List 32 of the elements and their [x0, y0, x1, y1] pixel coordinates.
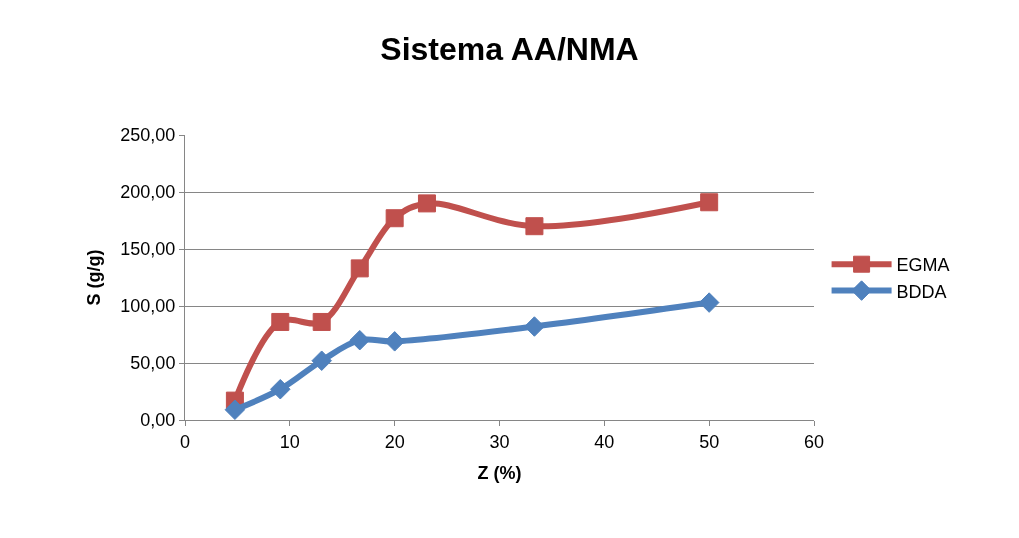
point: [385, 209, 404, 228]
y-tick-label: 200,00: [120, 182, 176, 203]
x-tick-label: 50: [699, 431, 720, 452]
x-tick-label: 10: [279, 431, 300, 452]
point: [349, 329, 371, 351]
point: [700, 193, 719, 212]
y-tick-label: 0,00: [140, 410, 176, 431]
legend-label: EGMA: [896, 255, 950, 276]
y-tick-label: 150,00: [120, 239, 176, 260]
point: [271, 312, 290, 331]
point: [698, 292, 720, 313]
legend-label: BDDA: [896, 281, 947, 302]
point: [350, 259, 369, 278]
x-tick-label: 20: [384, 431, 405, 452]
point: [524, 316, 545, 337]
point: [224, 399, 246, 420]
x-tick-label: 0: [179, 431, 191, 452]
y-tick-label: 100,00: [120, 296, 176, 317]
x-tick-label: 60: [803, 431, 825, 452]
point: [311, 350, 332, 371]
point: [525, 217, 544, 236]
x-tick-label: 40: [594, 431, 615, 452]
point: [312, 312, 331, 331]
y-axis-title: S (g/g): [83, 249, 104, 306]
point: [270, 378, 291, 400]
y-tick-label: 250,00: [120, 125, 176, 146]
x-axis-title: Z (%): [477, 462, 522, 483]
point: [417, 194, 436, 213]
y-tick-label: 50,00: [130, 353, 176, 374]
point: [384, 331, 405, 352]
chart-title: Sistema AA/NMA: [380, 30, 639, 67]
x-tick-label: 30: [489, 431, 510, 452]
